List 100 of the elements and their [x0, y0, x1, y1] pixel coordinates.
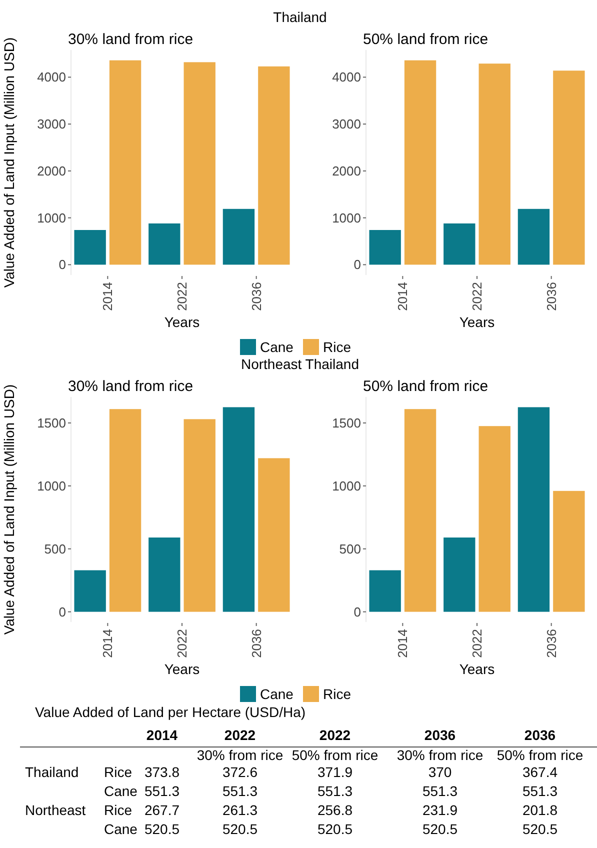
- bar: [222, 208, 255, 265]
- x-tick-label: 2036: [248, 629, 264, 658]
- bar: [553, 70, 585, 265]
- bar: [369, 230, 401, 265]
- bar: [404, 409, 436, 612]
- data-label: 551.3: [144, 783, 180, 799]
- data-label: 520.5: [522, 821, 558, 837]
- x-tick-label: 2014: [395, 282, 410, 311]
- x-tick-label: 2036: [544, 282, 559, 311]
- x-tick-label: 2036: [544, 629, 559, 658]
- y2-tick-label: Rice: [104, 802, 132, 818]
- x-tick-label: 2036: [524, 727, 556, 743]
- x-tick-label: 2022: [224, 727, 256, 743]
- chart-title: 50% land from rice: [363, 378, 488, 395]
- bar: [444, 223, 476, 265]
- y2-tick-label: Cane: [104, 783, 138, 799]
- y-tick-label: 0: [58, 604, 66, 620]
- bar: [478, 64, 510, 265]
- data-label: 371.9: [317, 764, 353, 780]
- data-label: 367.4: [522, 764, 558, 780]
- y-tick-label: Northeast: [25, 802, 86, 818]
- data-label: 372.6: [222, 764, 258, 780]
- y-tick-label: 3000: [37, 116, 66, 132]
- x-axis-title: Years: [459, 661, 495, 677]
- x-tick-label: 2036: [248, 282, 264, 311]
- bar: [222, 407, 255, 612]
- y-tick-label: 3000: [332, 116, 361, 132]
- y-tick-label: 0: [354, 257, 361, 272]
- bar: [148, 223, 180, 265]
- annotation: 30% from rice: [396, 747, 484, 763]
- data-label: 520.5: [317, 821, 353, 837]
- y-axis-title: Value Added of Land Input (Million USD): [1, 37, 17, 288]
- bar: [184, 62, 216, 265]
- data-label: 551.3: [317, 783, 353, 799]
- bar: [74, 230, 106, 265]
- bar: [404, 60, 436, 265]
- bar: [258, 66, 290, 265]
- y-axis-title: Value Added of Land Input (Million USD): [1, 384, 17, 635]
- y-tick-label: 1000: [37, 210, 66, 226]
- chart-title: 30% land from rice: [68, 378, 194, 395]
- data-label: 373.8: [144, 764, 180, 780]
- y2-tick-label: Rice: [104, 764, 132, 780]
- bar: [109, 60, 142, 265]
- data-label: 551.3: [222, 783, 258, 799]
- annotation: 50% from rice: [496, 747, 584, 763]
- y-tick-label: 2000: [332, 163, 361, 178]
- legend-label: Rice: [323, 686, 352, 702]
- bar: [109, 409, 142, 612]
- annotation: 30% from rice: [196, 747, 284, 763]
- data-label: 231.9: [422, 802, 458, 818]
- bar: [258, 458, 290, 612]
- y-tick-label: 500: [339, 541, 361, 556]
- x-tick-label: 2014: [146, 727, 178, 743]
- data-label: 520.5: [422, 821, 458, 837]
- y-tick-label: 1500: [332, 415, 361, 430]
- text: Northeast Thailand: [240, 356, 360, 372]
- data-label: 201.8: [522, 802, 558, 818]
- legend-label: Cane: [260, 338, 294, 355]
- y-tick-label: 1000: [332, 478, 361, 494]
- bar: [553, 490, 585, 612]
- chart-title: Value Added of Land per Hectare (USD/Ha): [35, 704, 306, 720]
- y-tick-label: Thailand: [25, 764, 79, 780]
- y-tick-label: 0: [354, 604, 361, 620]
- bar: [184, 419, 216, 612]
- x-axis-title: Years: [164, 661, 200, 677]
- data-label: 370: [428, 764, 452, 780]
- bar: [518, 208, 550, 265]
- x-tick-label: 2022: [470, 629, 485, 658]
- x-tick-label: 2014: [100, 629, 116, 658]
- x-tick-label: 2022: [174, 282, 190, 311]
- y-tick-label: 1000: [37, 478, 66, 494]
- legend-label: Cane: [260, 686, 294, 702]
- data-label: 520.5: [222, 821, 258, 837]
- y-tick-label: 1000: [332, 210, 361, 226]
- text: Thailand: [273, 9, 327, 25]
- data-label: 551.3: [522, 783, 558, 799]
- legend-label: Rice: [323, 338, 352, 355]
- annotation: 50% from rice: [292, 747, 378, 763]
- y-tick-label: 2000: [37, 163, 66, 178]
- bar: [518, 407, 550, 612]
- data-label: 267.7: [144, 802, 180, 818]
- data-label: 261.3: [222, 802, 258, 818]
- x-tick-label: 2036: [424, 727, 456, 743]
- x-axis-title: Years: [164, 314, 200, 330]
- y-tick-label: 500: [44, 541, 66, 556]
- y-tick-label: 4000: [37, 70, 66, 85]
- chart-title: 50% land from rice: [363, 31, 488, 48]
- x-axis-title: Years: [459, 314, 495, 330]
- y-tick-label: 1500: [37, 415, 66, 430]
- bar: [148, 538, 180, 612]
- chart-title: 30% land from rice: [68, 31, 194, 48]
- bar: [444, 538, 476, 612]
- bar: [369, 570, 401, 612]
- data-label: 551.3: [422, 783, 458, 799]
- y2-tick-label: Cane: [104, 821, 138, 837]
- x-tick-label: 2022: [470, 282, 485, 311]
- x-tick-label: 2014: [395, 629, 410, 658]
- x-tick-label: 2022: [174, 629, 190, 658]
- bar: [74, 570, 106, 612]
- y-tick-label: 0: [58, 257, 66, 272]
